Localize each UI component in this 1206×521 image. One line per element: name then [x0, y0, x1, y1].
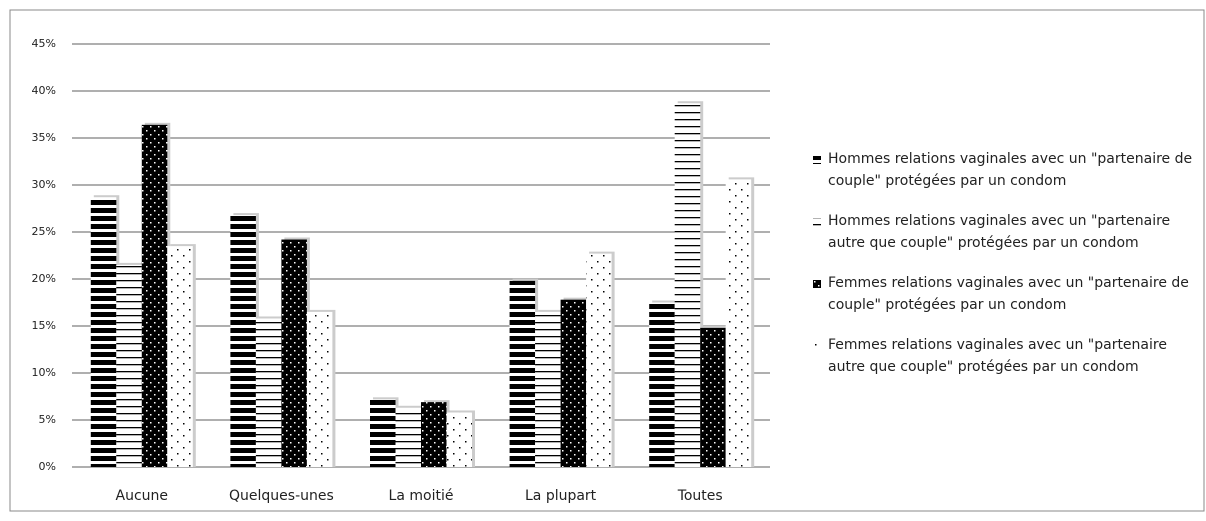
legend-label: Femmes relations vaginales avec un "part…	[828, 275, 1189, 313]
legend-label: Hommes relations vaginales avec un "part…	[828, 213, 1171, 251]
legend: Hommes relations vaginales avec un "part…	[812, 148, 1197, 396]
legend-item: Femmes relations vaginales avec un "part…	[812, 272, 1197, 334]
bar	[560, 299, 587, 467]
bar	[167, 246, 193, 467]
bar	[535, 311, 561, 467]
y-tick-label: 5%	[39, 413, 56, 426]
legend-swatch-fill	[813, 342, 821, 350]
legend-swatch	[813, 280, 821, 288]
x-tick-label: Toutes	[677, 488, 723, 504]
bar	[90, 197, 117, 467]
bar	[230, 215, 256, 467]
legend-swatch-fill	[813, 218, 821, 226]
legend-label: Hommes relations vaginales avec un "part…	[828, 151, 1193, 189]
legend-swatch-fill	[813, 156, 821, 164]
legend-item: Femmes relations vaginales avec un "part…	[812, 334, 1197, 396]
bar	[446, 412, 472, 467]
bar	[509, 280, 536, 467]
bar	[700, 327, 726, 467]
x-tick-label: Quelques-unes	[229, 488, 334, 504]
bar	[306, 311, 333, 467]
bar	[421, 402, 447, 467]
y-tick-label: 35%	[32, 131, 56, 144]
legend-swatch	[813, 218, 821, 226]
bar	[674, 103, 701, 467]
legend-label: Femmes relations vaginales avec un "part…	[828, 337, 1167, 375]
legend-item: Hommes relations vaginales avec un "part…	[812, 148, 1197, 210]
bar	[370, 399, 396, 467]
x-tick-label: La plupart	[525, 488, 597, 504]
y-tick-label: 30%	[32, 178, 56, 191]
bar	[141, 124, 168, 467]
bar	[255, 318, 282, 467]
y-tick-label: 40%	[32, 84, 56, 97]
y-tick-label: 45%	[32, 37, 56, 50]
y-tick-label: 10%	[32, 366, 56, 379]
bar	[725, 179, 752, 468]
legend-swatch	[813, 156, 821, 164]
x-tick-label: La moitié	[389, 488, 454, 504]
legend-swatch	[813, 342, 821, 350]
bar	[116, 264, 142, 467]
y-tick-label: 20%	[32, 272, 56, 285]
bar	[586, 253, 612, 467]
y-tick-label: 0%	[39, 460, 56, 473]
y-tick-label: 25%	[32, 225, 56, 238]
y-tick-label: 15%	[32, 319, 56, 332]
chart-border	[9, 9, 1205, 512]
legend-item: Hommes relations vaginales avec un "part…	[812, 210, 1197, 272]
x-tick-label: Aucune	[116, 488, 169, 504]
bar	[281, 239, 307, 467]
bar	[649, 302, 675, 467]
bar	[395, 407, 421, 467]
legend-swatch-fill	[813, 280, 821, 288]
